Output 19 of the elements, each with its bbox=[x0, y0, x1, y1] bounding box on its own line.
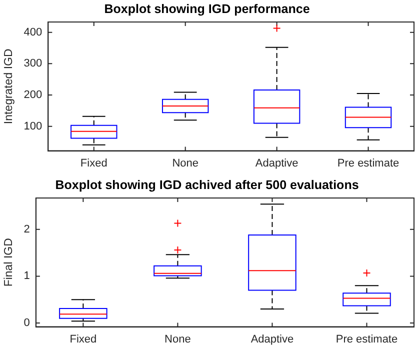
chart-title: Boxplot showing IGD achived after 500 evaluations bbox=[55, 178, 359, 192]
y-tick-label: 2 bbox=[24, 223, 30, 236]
y-tick-label: 200 bbox=[24, 89, 42, 102]
chart-title: Boxplot showing IGD performance bbox=[104, 2, 310, 16]
y-tick-label: 400 bbox=[24, 26, 42, 38]
y-axis-title: Integrated IGD bbox=[3, 48, 16, 124]
y-tick-label: 0 bbox=[24, 317, 30, 330]
y-tick-label: 1 bbox=[24, 270, 30, 282]
x-tick-label: Pre estimate bbox=[337, 157, 400, 170]
x-tick-label: Fixed bbox=[80, 157, 108, 170]
x-tick-label: None bbox=[164, 333, 191, 346]
y-tick-label: 100 bbox=[24, 120, 42, 132]
x-tick-label: Pre estimate bbox=[336, 333, 398, 346]
x-tick-label: Fixed bbox=[70, 333, 97, 346]
y-axis-title: Final IGD bbox=[3, 238, 16, 287]
x-tick-label: Adaptive bbox=[250, 333, 294, 346]
x-tick-label: Adaptive bbox=[255, 157, 298, 170]
x-tick-label: None bbox=[172, 157, 198, 170]
y-tick-label: 300 bbox=[24, 58, 42, 70]
